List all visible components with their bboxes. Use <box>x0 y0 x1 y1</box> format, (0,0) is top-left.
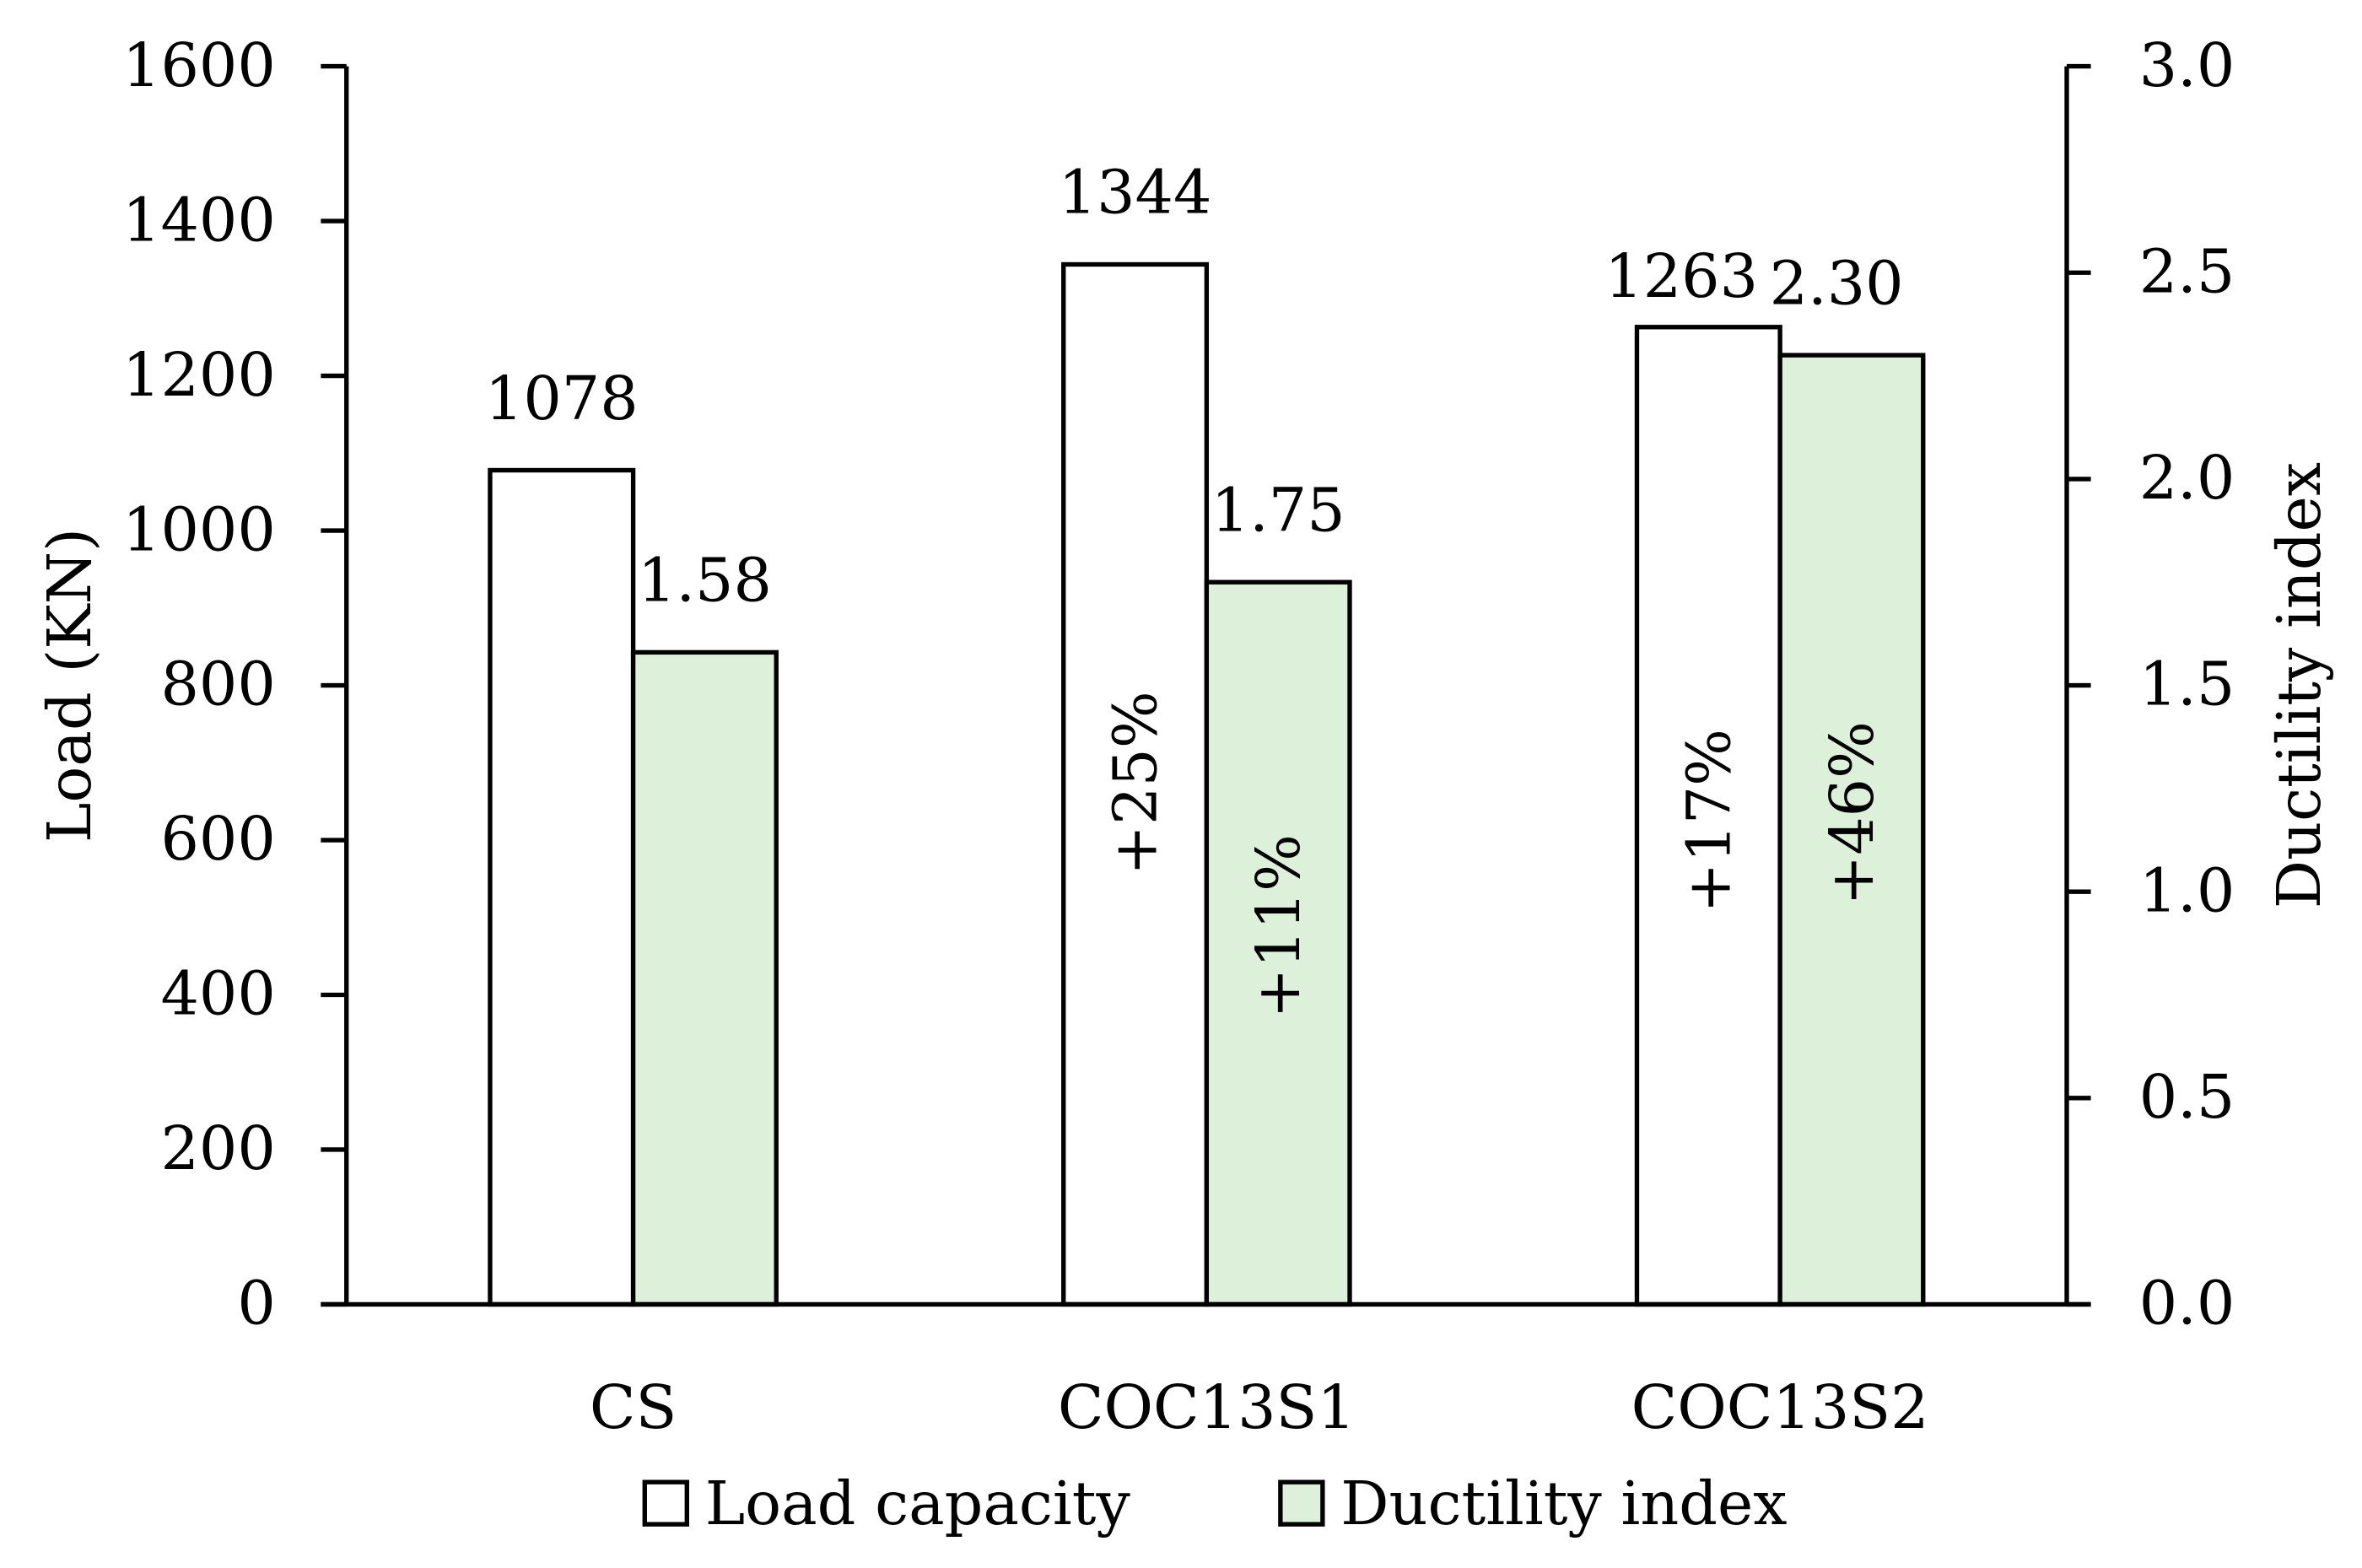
legend-label-ductility-index: Ductility index <box>1340 1468 1787 1538</box>
bar-load-capacity-cs <box>488 467 636 1307</box>
y-tick-label: 1600 <box>122 30 276 100</box>
data-label: 1263 <box>1604 241 1758 311</box>
bar-load-capacity-coc13s2 <box>1634 325 1782 1307</box>
bar-ductility-index-coc13s2 <box>1777 353 1926 1307</box>
y2-tick-label: 1.5 <box>2139 649 2235 719</box>
y-tick-label: 1200 <box>122 340 276 410</box>
y2-axis-label: Ductility index <box>2264 462 2334 908</box>
y2-tick-label: 3.0 <box>2139 30 2235 100</box>
data-label: 1344 <box>1059 158 1212 228</box>
legend-swatch-ductility-index <box>1278 1479 1325 1527</box>
y2-tick-label: 0.0 <box>2139 1269 2235 1339</box>
legend: Load capacity Ductility index <box>642 1468 1788 1538</box>
y2-tick-label: 0.5 <box>2139 1062 2235 1132</box>
bar-ductility-index-cs <box>630 649 779 1307</box>
bar-ductility-index-coc13s1 <box>1204 579 1352 1307</box>
percent-annotation: +46% <box>1817 721 1887 906</box>
data-label: 1.58 <box>638 546 772 616</box>
legend-swatch-load-capacity <box>642 1479 689 1527</box>
y2-tick-label: 1.0 <box>2139 855 2235 925</box>
percent-annotation: +25% <box>1101 691 1171 876</box>
data-label: 1.75 <box>1211 476 1345 546</box>
y2-tick-label: 2.5 <box>2139 236 2235 306</box>
y-tick-label: 1400 <box>122 185 276 255</box>
y-tick-label: 200 <box>160 1113 275 1183</box>
x-tick-label: COC13S2 <box>1631 1372 1929 1442</box>
x-tick-label: COC13S1 <box>1058 1372 1356 1442</box>
data-label: 2.30 <box>1770 248 1904 318</box>
y2-tick-label: 2.0 <box>2139 443 2235 513</box>
x-tick-label: CS <box>590 1372 677 1442</box>
y-tick-label: 400 <box>160 959 275 1029</box>
y-tick-label: 600 <box>160 804 275 874</box>
legend-label-load-capacity: Load capacity <box>705 1468 1131 1538</box>
y-axis-label: Load (KN) <box>35 528 105 843</box>
y-tick-label: 1000 <box>122 494 276 564</box>
y-tick-label: 0 <box>237 1269 275 1339</box>
y-tick-label: 800 <box>160 649 275 719</box>
data-label: 1078 <box>485 364 639 434</box>
bar-load-capacity-coc13s1 <box>1061 261 1210 1307</box>
percent-annotation: +17% <box>1674 729 1744 913</box>
percent-annotation: +11% <box>1243 834 1313 1019</box>
